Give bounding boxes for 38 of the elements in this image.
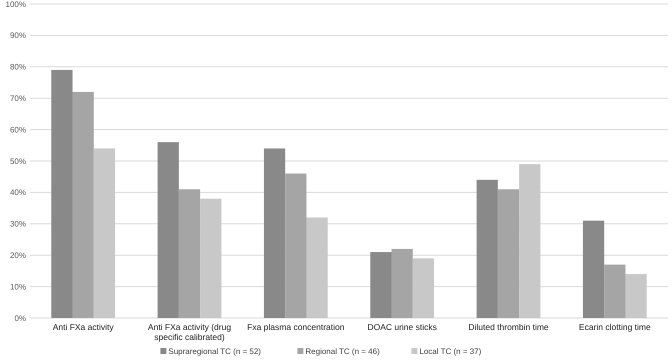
y-tick-label: 70%	[10, 94, 26, 103]
bar	[582, 220, 604, 318]
bar	[392, 248, 413, 318]
x-tick-label: Diluted thrombin time	[468, 322, 549, 332]
y-tick-label: 60%	[10, 125, 26, 134]
legend-label: Supraregional TC (n = 52)	[168, 347, 262, 356]
y-tick-label: 0%	[14, 314, 26, 323]
y-tick-label: 50%	[10, 156, 26, 166]
bar	[94, 148, 116, 318]
bar	[498, 189, 520, 318]
bar	[158, 142, 179, 318]
bar	[625, 274, 647, 318]
y-tick-label: 90%	[10, 31, 26, 40]
bar	[412, 258, 434, 318]
y-tick-label: 10%	[10, 282, 26, 292]
x-tick-label: Ecarin clotting time	[578, 322, 652, 332]
legend-label: Regional TC (n = 46)	[305, 347, 380, 356]
x-tick-label: DOAC urine sticks	[367, 322, 437, 332]
bar	[178, 189, 200, 318]
y-tick-label: 100%	[6, 0, 26, 9]
y-tick-label: 80%	[10, 62, 26, 72]
bar	[476, 180, 498, 318]
y-tick-label: 20%	[10, 251, 26, 260]
x-tick-label: Anti FXa activity (drug specific calibrated)	[148, 322, 232, 342]
x-tick-label: Fxa plasma concentration	[247, 322, 345, 332]
y-tick-label: 30%	[10, 220, 26, 229]
bar	[72, 92, 94, 318]
legend-label: Local TC (n = 37)	[419, 347, 482, 356]
bar	[306, 218, 328, 318]
bar	[264, 148, 286, 318]
bar	[370, 252, 392, 318]
bar	[51, 70, 73, 318]
bar	[604, 264, 626, 318]
y-tick-label: 40%	[10, 188, 26, 198]
x-tick-label: Anti FXa activity	[52, 322, 114, 332]
bar	[285, 174, 306, 318]
bar	[200, 198, 222, 318]
bar	[519, 164, 540, 318]
